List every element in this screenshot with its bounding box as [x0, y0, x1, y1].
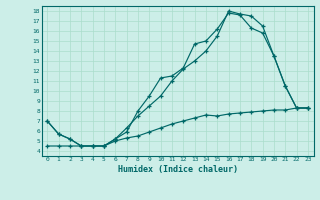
- X-axis label: Humidex (Indice chaleur): Humidex (Indice chaleur): [118, 165, 237, 174]
